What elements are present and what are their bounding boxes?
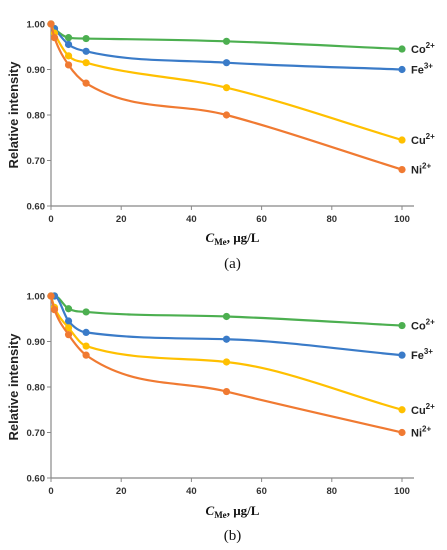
x-tick-label: 0 — [48, 214, 53, 225]
data-point-fe — [398, 65, 406, 74]
data-point-co — [222, 312, 231, 321]
data-point-ni — [222, 387, 231, 396]
x-tick-label: 20 — [116, 486, 127, 497]
data-point-cu — [222, 84, 231, 92]
data-point-ni — [82, 79, 90, 87]
x-tick-label: 0 — [48, 486, 53, 497]
data-point-ni — [398, 428, 406, 437]
data-point-cu — [82, 342, 90, 350]
x-tick-label: 40 — [186, 486, 197, 497]
data-point-cu — [398, 406, 406, 414]
series-line-fe — [51, 294, 403, 357]
data-point-co — [398, 45, 406, 53]
panel-caption: (a) — [224, 256, 241, 272]
chart-panel-0: 0.60 0.70 0.80 0.90 1.00 0 20 40 60 80 100 Relative… — [6, 20, 435, 273]
x-tick-label: 100 — [394, 214, 410, 225]
x-tick-label: 40 — [186, 214, 197, 225]
series-label-co: Co2+ — [411, 318, 435, 333]
y-tick-label: 1.00 — [27, 292, 46, 303]
data-point-fe — [398, 351, 406, 359]
data-point-ni — [47, 292, 55, 300]
series-label-fe: Fe3+ — [411, 62, 433, 77]
data-point-co — [398, 321, 406, 330]
data-point-fe — [82, 47, 90, 55]
x-tick-label: 60 — [256, 486, 267, 497]
x-tick-label: 20 — [116, 214, 127, 225]
y-axis-title: Relative intensity — [6, 61, 21, 169]
x-tick-label: 100 — [394, 486, 410, 497]
data-point-ni — [47, 20, 55, 28]
data-point-cu — [82, 59, 90, 67]
series-label-cu: Cu2+ — [411, 132, 435, 147]
x-tick-label: 60 — [256, 214, 267, 225]
x-tick-label: 80 — [327, 214, 338, 225]
data-point-fe — [64, 317, 73, 325]
x-axis-title: CMe, µg/L — [206, 503, 260, 520]
panel-caption: (b) — [224, 528, 242, 544]
series-label-co: Co2+ — [411, 41, 435, 56]
y-tick-label: 0.80 — [27, 111, 46, 122]
data-point-cu — [398, 136, 406, 144]
data-point-cu — [222, 358, 231, 366]
data-point-fe — [222, 335, 231, 343]
chart-panel-1: 0.60 0.70 0.80 0.90 1.00 0 20 40 60 80 100 Relative… — [6, 292, 435, 545]
y-tick-label: 0.70 — [27, 156, 46, 167]
data-point-ni — [64, 61, 73, 69]
data-point-co — [82, 34, 90, 43]
data-point-ni — [50, 306, 59, 314]
y-tick-label: 0.90 — [27, 65, 46, 76]
data-point-fe — [222, 59, 231, 67]
x-axis-title: CMe, µg/L — [206, 230, 260, 247]
series-label-fe: Fe3+ — [411, 347, 433, 362]
y-tick-label: 0.90 — [27, 337, 46, 348]
data-point-co — [222, 37, 231, 45]
data-point-fe — [82, 328, 90, 336]
y-tick-label: 1.00 — [27, 20, 46, 31]
data-point-co — [64, 305, 73, 313]
data-point-cu — [64, 324, 73, 332]
data-point-ni — [64, 331, 73, 339]
data-point-ni — [82, 351, 90, 359]
y-tick-label: 0.60 — [27, 474, 46, 485]
data-point-ni — [222, 111, 231, 119]
data-point-cu — [64, 52, 73, 60]
series-line-co — [50, 23, 403, 51]
y-tick-label: 0.70 — [27, 428, 46, 439]
series-label-ni: Ni2+ — [411, 425, 431, 440]
series-label-cu: Cu2+ — [411, 402, 435, 417]
y-tick-label: 0.80 — [27, 383, 46, 394]
data-point-co — [64, 34, 73, 42]
series-line-co — [51, 294, 403, 327]
x-tick-label: 80 — [327, 486, 338, 497]
data-point-ni — [398, 166, 406, 174]
data-point-ni — [50, 34, 59, 42]
y-axis-title: Relative intensity — [6, 333, 21, 441]
data-point-fe — [64, 40, 73, 49]
y-tick-label: 0.60 — [27, 202, 46, 213]
series-label-ni: Ni2+ — [411, 162, 431, 177]
data-point-co — [82, 308, 90, 316]
